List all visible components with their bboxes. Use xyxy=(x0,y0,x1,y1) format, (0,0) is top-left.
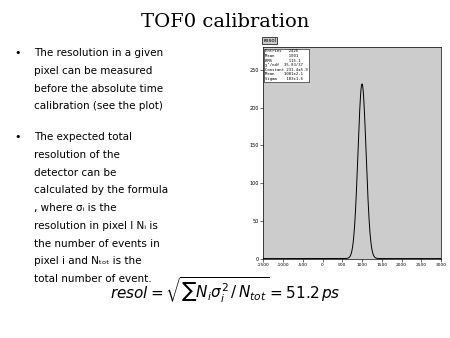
Text: •: • xyxy=(14,48,20,58)
Text: pixel can be measured: pixel can be measured xyxy=(34,66,152,76)
Text: $\mathit{resol} = \sqrt{\sum N_i \sigma_i^2 \,/\, N_{tot}} = 51.2\,ps$: $\mathit{resol} = \sqrt{\sum N_i \sigma_… xyxy=(110,275,340,305)
Text: resolution of the: resolution of the xyxy=(34,150,120,160)
Text: calculated by the formula: calculated by the formula xyxy=(34,186,168,195)
Text: •: • xyxy=(14,132,20,142)
Text: , where σᵢ is the: , where σᵢ is the xyxy=(34,203,116,213)
Text: The expected total: The expected total xyxy=(34,132,132,142)
Text: the number of events in: the number of events in xyxy=(34,239,159,249)
Text: resolution in pixel I Nᵢ is: resolution in pixel I Nᵢ is xyxy=(34,221,158,231)
Text: calibration (see the plot): calibration (see the plot) xyxy=(34,101,162,112)
Text: The resolution in a given: The resolution in a given xyxy=(34,48,163,58)
Text: pixel i and Nₜₒₜ is the: pixel i and Nₜₒₜ is the xyxy=(34,256,141,266)
Text: before the absolute time: before the absolute time xyxy=(34,84,163,94)
Text: total number of event.: total number of event. xyxy=(34,274,151,284)
Text: Entries   2426
Mean      1001
RMS       115.1
χ²/ndf  35.83/37
Constant 231.4±5.: Entries 2426 Mean 1001 RMS 115.1 χ²/ndf … xyxy=(265,49,308,81)
Text: resol: resol xyxy=(263,38,276,43)
Text: TOF0 calibration: TOF0 calibration xyxy=(141,13,309,31)
Text: detector can be: detector can be xyxy=(34,168,116,178)
